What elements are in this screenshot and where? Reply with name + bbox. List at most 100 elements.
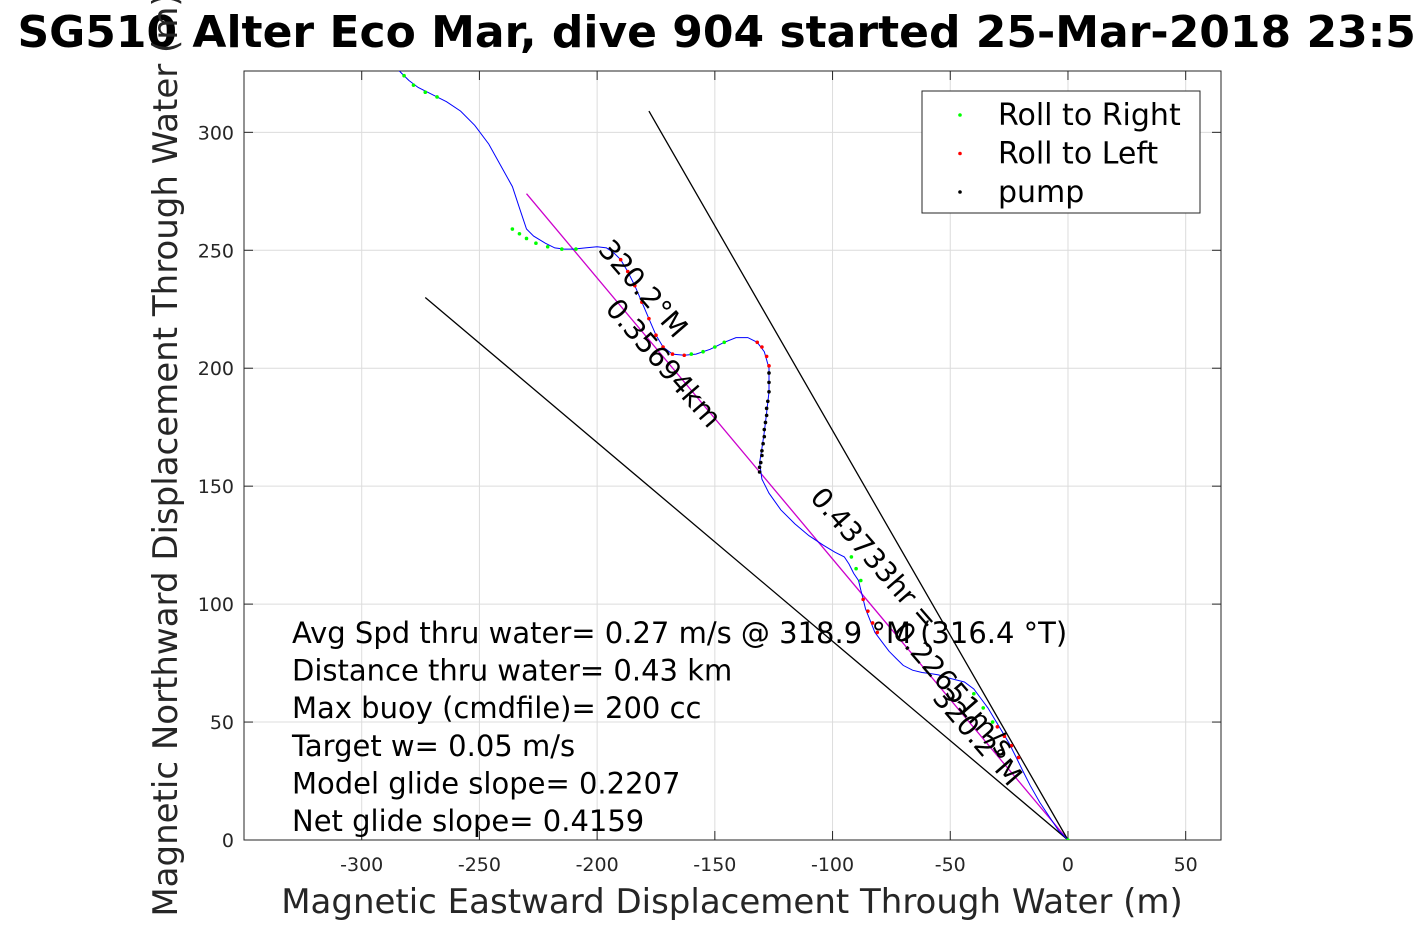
roll-left-point: [875, 630, 880, 635]
roll-right-point: [435, 95, 439, 99]
roll-left-point: [625, 269, 630, 274]
pump-point: [764, 413, 769, 418]
roll-left-point: [995, 724, 1000, 729]
x-axis-label: Magnetic Eastward Displacement Through W…: [281, 882, 1183, 922]
roll-right-point: [545, 244, 550, 249]
roll-right-point: [859, 578, 863, 583]
roll-left-point: [764, 354, 769, 359]
stat-line: Target w= 0.05 m/s: [291, 729, 575, 763]
x-tick-label: -300: [340, 854, 383, 876]
roll-right-point: [423, 90, 428, 95]
y-tick-label: 0: [222, 830, 234, 852]
roll-left-point: [661, 345, 665, 349]
roll-left-point: [633, 283, 637, 288]
pump-point: [762, 427, 767, 432]
x-tick-label: -50: [935, 854, 966, 876]
y-tick-label: 100: [198, 594, 234, 616]
pump-point: [767, 380, 771, 385]
roll-right-point: [689, 352, 694, 356]
pump-point: [766, 399, 770, 404]
legend-label: pump: [998, 175, 1084, 210]
stat-line: Max buoy (cmdfile)= 200 cc: [292, 691, 701, 725]
y-axis-label: Magnetic Northward Displacement Through …: [146, 0, 186, 917]
stat-line: Avg Spd thru water= 0.27 m/s @ 318.9 °M …: [292, 616, 1067, 650]
roll-right-point: [524, 236, 529, 241]
roll-left-point: [1002, 734, 1007, 739]
marks: [395, 67, 1070, 840]
roll-left-point: [670, 352, 675, 356]
roll-left-point: [760, 345, 764, 349]
x-tick-label: 0: [1062, 854, 1074, 876]
roll-left-point: [647, 316, 651, 321]
roll-right-point: [395, 67, 399, 71]
pump-point: [757, 470, 762, 474]
y-tick-label: 200: [198, 358, 234, 380]
roll-left-point: [618, 257, 623, 262]
legend-label: Roll to Right: [998, 98, 1181, 133]
legend-box: [921, 90, 1201, 214]
roll-left-point: [640, 300, 644, 304]
roll-left-point: [870, 621, 875, 625]
pump-point: [757, 465, 762, 470]
roll-right-point: [701, 349, 705, 354]
track-line: [398, 71, 1069, 840]
x-tick-label: -200: [576, 854, 619, 876]
legend-marker: [958, 151, 962, 156]
x-tick-label: -250: [458, 854, 501, 876]
pump-point: [761, 441, 765, 446]
stat-line: Net glide slope= 0.4159: [292, 804, 644, 838]
magenta-course-line: [526, 193, 1069, 840]
stat-line: Model glide slope= 0.2207: [292, 766, 680, 800]
roll-right-point: [713, 345, 717, 349]
roll-right-point: [1066, 838, 1070, 840]
legend-marker: [958, 113, 962, 117]
plot-frame: [243, 70, 1222, 841]
x-tick-label: -150: [693, 854, 736, 876]
roll-right-point: [990, 720, 995, 724]
roll-right-point: [411, 83, 416, 87]
stat-line: Distance thru water= 0.43 km: [292, 654, 732, 688]
roll-right-point: [574, 247, 578, 251]
lower-bound-line: [424, 296, 1069, 840]
legend-marker: [958, 190, 962, 194]
roll-right-point: [722, 340, 727, 345]
roll-left-point: [682, 353, 687, 358]
roll-right-point: [402, 73, 406, 78]
pump-point: [760, 448, 764, 453]
roll-left-point: [1009, 743, 1014, 748]
roll-left-point: [767, 364, 771, 368]
roll-right-point: [560, 247, 564, 251]
pump-point: [763, 420, 768, 425]
y-tick-label: 250: [198, 240, 234, 262]
roll-right-point: [854, 566, 858, 571]
y-tick-label: 150: [198, 476, 234, 498]
pump-point: [767, 371, 771, 375]
roll-left-point: [861, 597, 865, 602]
ticks: -300 -250 -200 -150 -100 -50 0 50 0 50 100 150 200 25…: [198, 71, 1221, 876]
pump-point: [767, 390, 771, 394]
x-tick-label: -100: [811, 854, 854, 876]
roll-right-point: [849, 555, 854, 559]
x-tick-label: 50: [1174, 854, 1198, 876]
roll-left-point: [755, 340, 760, 345]
roll-right-point: [972, 691, 976, 696]
pump-point: [764, 406, 769, 411]
pump-point: [758, 460, 763, 465]
chart-title: SG510 Alter Eco Mar, dive 904 started 25…: [17, 7, 1417, 58]
y-tick-label: 300: [198, 122, 234, 144]
roll-left-point: [654, 333, 658, 337]
roll-left-point: [866, 609, 870, 613]
roll-left-point: [1016, 755, 1021, 760]
y-tick-label: 50: [210, 712, 234, 734]
legend-label: Roll to Left: [998, 137, 1158, 172]
roll-right-point: [534, 241, 538, 245]
roll-right-point: [517, 231, 522, 236]
roll-right-point: [981, 706, 986, 710]
stats-box: Avg Spd thru water= 0.27 m/s @ 318.9 °M …: [291, 616, 1067, 838]
pump-point: [760, 453, 764, 458]
upper-bound-line: [648, 110, 1069, 840]
roll-right-point: [510, 227, 515, 231]
pump-point: [762, 434, 767, 439]
